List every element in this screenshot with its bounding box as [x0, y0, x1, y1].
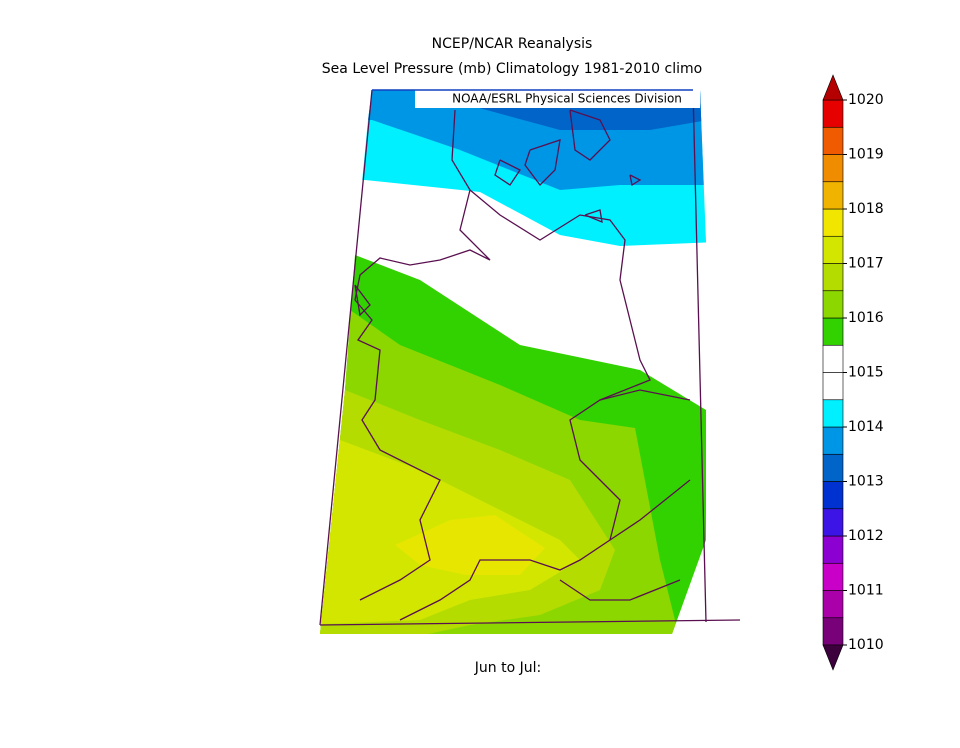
colorbar-segment	[822, 208, 844, 237]
colorbar-segment	[822, 562, 844, 591]
colorbar-segment	[822, 426, 844, 455]
colorbar-segment	[822, 453, 844, 482]
colorbar-segment	[822, 154, 844, 183]
colorbar-segment	[822, 617, 844, 646]
subtitle: Sea Level Pressure (mb) Climatology 1981…	[322, 61, 702, 77]
credit-box	[415, 90, 700, 108]
colorbar-label: 1012	[848, 528, 884, 544]
colorbar-segment	[822, 481, 844, 510]
colorbar-label: 1020	[848, 92, 884, 108]
colorbar-segment	[822, 126, 844, 155]
colorbar-segment	[822, 181, 844, 210]
title: NCEP/NCAR Reanalysis	[432, 36, 593, 52]
colorbar-segment	[822, 535, 844, 564]
credit: NOAA/ESRL Physical Sciences Division	[452, 92, 682, 106]
colorbar-label: 1010	[848, 637, 884, 653]
colorbar-label: 1015	[848, 365, 884, 381]
footer: Jun to Jul:	[474, 660, 541, 676]
colorbar-label: 1019	[848, 147, 884, 163]
colorbar-label: 1016	[848, 310, 884, 326]
colorbar-label: 1017	[848, 256, 884, 272]
colorbar-segment	[822, 235, 844, 264]
colorbar-segment	[822, 99, 844, 128]
colorbar-low	[822, 644, 844, 671]
colorbar-segment	[822, 263, 844, 292]
colorbar-label: 1014	[848, 419, 884, 435]
colorbar-label: 1018	[848, 201, 884, 217]
colorbar-segment	[822, 290, 844, 319]
colorbar: 1010 1011 1012 1013 1014 1015 1016 1017 1018 1019…	[822, 74, 884, 671]
colorbar-segment	[822, 344, 844, 373]
map-shading	[320, 90, 706, 634]
colorbar-segment	[822, 372, 844, 401]
colorbar-high	[822, 74, 844, 101]
colorbar-label: 1011	[848, 583, 884, 599]
colorbar-segment	[822, 399, 844, 428]
colorbar-segment	[822, 590, 844, 619]
borders	[319, 89, 741, 626]
colorbar-segment	[822, 317, 844, 346]
colorbar-label: 1013	[848, 474, 884, 490]
colorbar-segment	[822, 508, 844, 537]
